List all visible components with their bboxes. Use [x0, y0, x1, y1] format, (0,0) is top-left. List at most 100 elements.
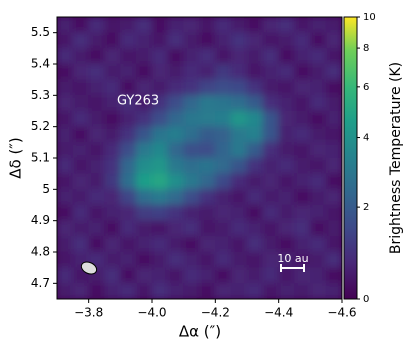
image-cell	[151, 142, 169, 159]
image-cell	[151, 204, 169, 221]
image-cell	[120, 173, 137, 190]
image-cell	[72, 110, 89, 127]
image-cell	[215, 204, 232, 221]
image-cell	[104, 283, 121, 299]
image-cell	[120, 79, 137, 96]
image-cell	[199, 204, 216, 221]
image-cell	[72, 48, 89, 65]
image-cell	[325, 79, 342, 96]
image-cell	[120, 267, 137, 284]
image-cell	[72, 95, 89, 112]
image-cell	[262, 142, 279, 159]
image-cell	[88, 95, 105, 112]
y-tick-label: 5	[42, 182, 50, 196]
image-cell	[310, 32, 327, 49]
image-cell	[104, 173, 121, 190]
image-cell	[230, 63, 248, 80]
image-cell	[104, 63, 121, 80]
image-cell	[199, 79, 216, 96]
image-cell	[230, 189, 248, 206]
image-cell	[151, 267, 169, 284]
image-cell	[135, 32, 153, 49]
colorbar-tick-label: 10	[363, 12, 376, 23]
image-cell	[72, 173, 89, 190]
image-cell	[262, 17, 279, 33]
image-cell	[183, 267, 200, 284]
image-cell	[294, 95, 311, 112]
image-cell	[72, 142, 89, 159]
image-cell	[278, 126, 295, 143]
image-cell	[294, 32, 311, 49]
image-cell	[278, 189, 295, 206]
image-cell	[120, 236, 137, 253]
image-cell	[230, 204, 248, 221]
image-cell	[294, 126, 311, 143]
image-cell	[183, 173, 200, 190]
image-cell	[246, 17, 264, 33]
image-cell	[135, 204, 153, 221]
image-cell	[135, 173, 153, 190]
image-cell	[104, 126, 121, 143]
image-cell	[104, 267, 121, 284]
image-cell	[167, 267, 184, 284]
image-cell	[230, 142, 248, 159]
image-cell	[151, 173, 169, 190]
image-cell	[246, 204, 264, 221]
x-axis-label: Δα (″)	[179, 323, 221, 341]
image-cell	[294, 79, 311, 96]
image-cell	[310, 189, 327, 206]
image-cell	[310, 142, 327, 159]
image-cell	[294, 63, 311, 80]
image-cell	[88, 189, 105, 206]
source-label: GY263	[117, 94, 159, 109]
image-cell	[294, 48, 311, 65]
image-cell	[167, 173, 184, 190]
image-cell	[104, 220, 121, 237]
colorbar-tick-label: 2	[363, 202, 369, 213]
image-cell	[230, 267, 248, 284]
image-cell	[104, 48, 121, 65]
image-cell	[104, 32, 121, 49]
x-tick-label: −4.0	[137, 306, 166, 320]
image-cell	[294, 283, 311, 299]
image-cell	[215, 157, 232, 174]
y-tick-label: 4.7	[31, 276, 50, 290]
image-cell	[199, 126, 216, 143]
image-cell	[57, 110, 74, 127]
image-cell	[183, 48, 200, 65]
image-cell	[230, 251, 248, 268]
image-cell	[199, 251, 216, 268]
image-cell	[325, 236, 342, 253]
image-cell	[88, 142, 105, 159]
image-cell	[230, 173, 248, 190]
image-cell	[262, 48, 279, 65]
image-cell	[230, 220, 248, 237]
colorbar-label: Brightness Temperature (K)	[388, 62, 404, 254]
image-cell	[199, 110, 216, 127]
image-cell	[199, 157, 216, 174]
image-cell	[135, 189, 153, 206]
image-cell	[325, 142, 342, 159]
image-cell	[167, 110, 184, 127]
image-cell	[230, 236, 248, 253]
image-cell	[246, 95, 264, 112]
image-cell	[57, 48, 74, 65]
image-cell	[120, 142, 137, 159]
image-cell	[167, 220, 184, 237]
image-cell	[325, 32, 342, 49]
image-cell	[325, 251, 342, 268]
image-cell	[151, 126, 169, 143]
image-cell	[199, 267, 216, 284]
image-cell	[262, 204, 279, 221]
image-cell	[57, 79, 74, 96]
image-cell	[120, 204, 137, 221]
image-cell	[246, 220, 264, 237]
image-cell	[57, 251, 74, 268]
image-cell	[246, 48, 264, 65]
image-cell	[104, 204, 121, 221]
image-cell	[310, 251, 327, 268]
image-cell	[262, 157, 279, 174]
image-cell	[183, 189, 200, 206]
image-cell	[310, 79, 327, 96]
image-cell	[325, 126, 342, 143]
